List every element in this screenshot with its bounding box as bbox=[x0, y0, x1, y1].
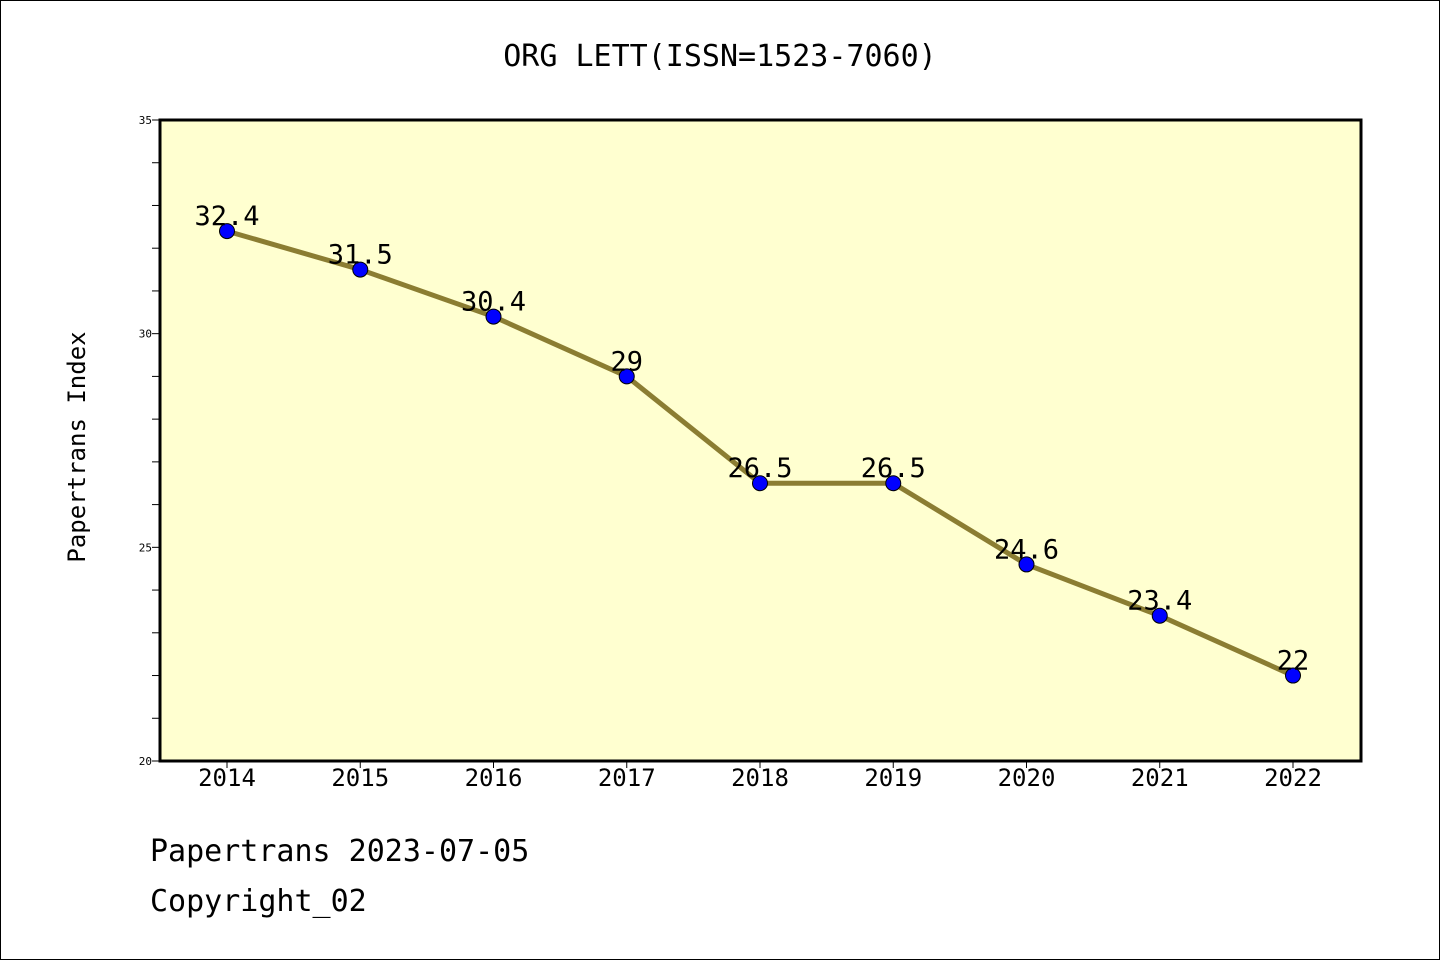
y-tick-label: 30 bbox=[139, 328, 152, 341]
chart-title: ORG LETT(ISSN=1523-7060) bbox=[503, 39, 936, 74]
y-tick-label: 35 bbox=[139, 114, 152, 127]
data-label: 22 bbox=[1277, 646, 1310, 677]
data-point bbox=[752, 475, 768, 492]
data-point bbox=[1018, 556, 1035, 573]
data-label: 30.4 bbox=[461, 287, 526, 318]
x-tick-label: 2021 bbox=[1131, 764, 1189, 792]
x-tick-label: 2016 bbox=[465, 764, 523, 792]
plot-background bbox=[160, 120, 1361, 761]
x-tick-label: 2017 bbox=[598, 764, 656, 792]
y-axis-label: Papertrans Index bbox=[63, 331, 91, 562]
data-point bbox=[1151, 607, 1168, 624]
data-label: 29 bbox=[610, 346, 643, 377]
data-label: 26.5 bbox=[861, 453, 926, 484]
x-tick-label: 2018 bbox=[731, 764, 789, 792]
x-tick-label: 2020 bbox=[998, 764, 1056, 792]
data-point bbox=[485, 308, 502, 325]
data-label: 24.6 bbox=[994, 534, 1059, 565]
x-tick-label: 2014 bbox=[198, 764, 256, 792]
footer-date: Papertrans 2023-07-05 bbox=[150, 834, 530, 869]
data-point bbox=[618, 368, 635, 385]
data-label: 32.4 bbox=[194, 201, 259, 232]
x-tick-label: 2022 bbox=[1264, 764, 1322, 792]
y-tick-label: 20 bbox=[139, 755, 152, 768]
footer-copyright: Copyright_02 bbox=[150, 884, 367, 919]
data-label: 31.5 bbox=[328, 240, 393, 271]
plot-area: 20 25 30 35 2014 2015 2016 2017 2018 2019 2020 2021… bbox=[139, 114, 1363, 792]
x-tick-label: 2019 bbox=[864, 764, 922, 792]
x-tick-label: 2015 bbox=[331, 764, 389, 792]
data-point bbox=[885, 475, 902, 492]
y-tick-label: 25 bbox=[139, 541, 152, 554]
data-point bbox=[352, 261, 369, 278]
plot-border bbox=[158, 118, 1363, 763]
data-point bbox=[1285, 667, 1301, 684]
data-point bbox=[219, 223, 235, 240]
data-label: 26.5 bbox=[727, 453, 792, 484]
data-label: 23.4 bbox=[1127, 586, 1192, 617]
